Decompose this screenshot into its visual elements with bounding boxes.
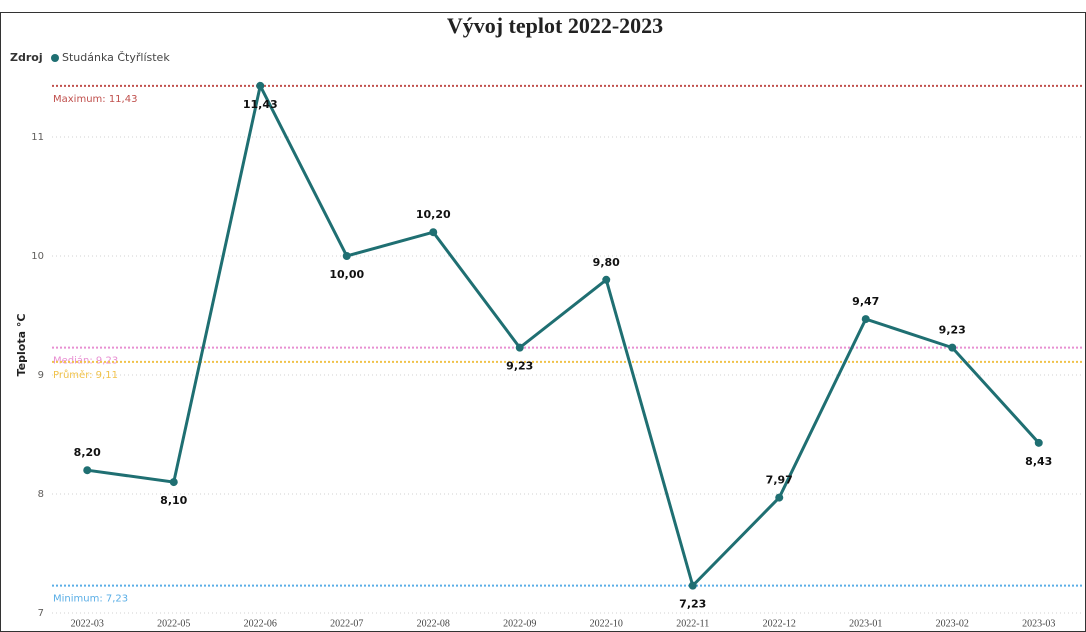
chart-title: Vývoj teplot 2022-2023 (447, 13, 663, 38)
reference-label: Maximum: 11,43 (53, 94, 137, 105)
point (169, 478, 178, 487)
data-label: 11,43 (243, 98, 278, 111)
data-label: 9,23 (506, 360, 533, 373)
data-label: 8,20 (74, 446, 101, 459)
x-tick-label: 2022-03 (71, 618, 104, 629)
x-tick-label: 2023-01 (849, 618, 882, 629)
x-tick-label: 2022-10 (590, 618, 623, 629)
point (1034, 438, 1043, 447)
reference-label: Medián: 9,23 (53, 355, 118, 367)
x-tick-label: 2022-07 (330, 618, 363, 629)
point (256, 81, 265, 90)
y-axis-label: Teplota °C (15, 314, 28, 377)
data-label: 7,23 (679, 598, 706, 611)
point (429, 228, 438, 237)
legend-title: Zdroj (10, 51, 43, 64)
line (87, 81, 1040, 589)
point (83, 466, 92, 475)
data-label: 9,23 (939, 324, 966, 337)
x-tick-label: 2022-11 (676, 618, 709, 629)
point (602, 275, 611, 284)
x-tick-label: 2023-03 (1022, 618, 1055, 629)
data-label: 8,10 (160, 494, 187, 507)
point (515, 343, 524, 352)
data-label: 7,97 (766, 474, 793, 487)
x-tick-label: 2022-08 (417, 618, 450, 629)
y-tick-label: 8 (38, 489, 44, 500)
frame (0, 12, 1086, 632)
data-label: 10,00 (329, 268, 364, 281)
data-label: 10,20 (416, 208, 451, 221)
point (342, 252, 351, 260)
y-tick-label: 7 (38, 608, 44, 619)
x-tick-label: 2022-06 (244, 618, 277, 629)
y-tick-label: 10 (31, 251, 44, 262)
point (861, 315, 870, 324)
legend-marker (51, 54, 59, 62)
x-tick-label: 2023-02 (936, 618, 969, 629)
point (688, 581, 697, 590)
x-tick-label: 2022-09 (503, 618, 536, 629)
y-tick-label: 11 (31, 132, 44, 143)
x-tick-label: 2022-12 (763, 618, 796, 629)
data-label: 9,47 (852, 295, 879, 308)
y-tick-label: 9 (38, 370, 44, 381)
reference-label: Minimum: 7,23 (53, 594, 128, 605)
reference-label: Průměr: 9,11 (53, 369, 118, 381)
data-label: 9,80 (593, 256, 620, 269)
data-label: 8,43 (1025, 455, 1052, 468)
legend-label: Studánka Čtyřlístek (62, 51, 170, 64)
x-tick-label: 2022-05 (157, 618, 190, 629)
point (775, 493, 784, 502)
point (948, 343, 957, 352)
